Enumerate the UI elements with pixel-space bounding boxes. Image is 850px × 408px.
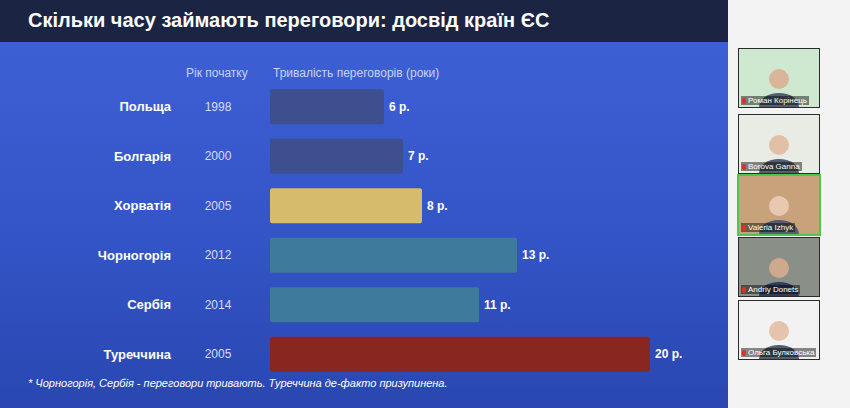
- svg-text:Болгарія: Болгарія: [114, 149, 171, 164]
- html-text:* Чорногорія, Сербія - перегов: * Чорногорія, Сербія - переговори триваю…: [28, 377, 448, 389]
- svg-text:20 р.: 20 р.: [655, 347, 682, 361]
- html-text:Тривалість переговорів (роки): Тривалість переговорів (роки): [273, 66, 440, 80]
- html-text:Ольга Булковська: Ольга Булковська: [748, 348, 815, 357]
- svg-text:Хорватія: Хорватія: [114, 198, 171, 213]
- html-text:Andriy Donets: Andriy Donets: [748, 285, 799, 294]
- svg-text:2012: 2012: [205, 248, 232, 262]
- svg-text:Сербія: Сербія: [127, 297, 171, 312]
- svg-text:Туреччина: Туреччина: [103, 347, 171, 362]
- svg-text:8 р.: 8 р.: [427, 199, 448, 213]
- svg-text:Польща: Польща: [119, 99, 171, 114]
- svg-text:Чорногорія: Чорногорія: [98, 248, 171, 263]
- svg-text:2005: 2005: [205, 199, 232, 213]
- svg-text:1998: 1998: [205, 100, 232, 114]
- html-text:Рік початку: Рік початку: [186, 66, 248, 80]
- html-text:Скільки часу займають перегово: Скільки часу займають переговори: досвід…: [28, 9, 550, 31]
- svg-text:11 р.: 11 р.: [484, 298, 511, 312]
- html-text:Роман Корінець: Роман Корінець: [748, 96, 807, 105]
- html-text:Valeria Izhyk: Valeria Izhyk: [748, 223, 794, 232]
- svg-text:2005: 2005: [205, 347, 232, 361]
- svg-text:13 р.: 13 р.: [522, 248, 549, 262]
- svg-text:2000: 2000: [205, 149, 232, 163]
- svg-text:2014: 2014: [205, 298, 232, 312]
- html-text:Borova Ganna: Borova Ganna: [748, 162, 800, 171]
- svg-text:7 р.: 7 р.: [408, 149, 429, 163]
- svg-text:6 р.: 6 р.: [389, 100, 410, 114]
